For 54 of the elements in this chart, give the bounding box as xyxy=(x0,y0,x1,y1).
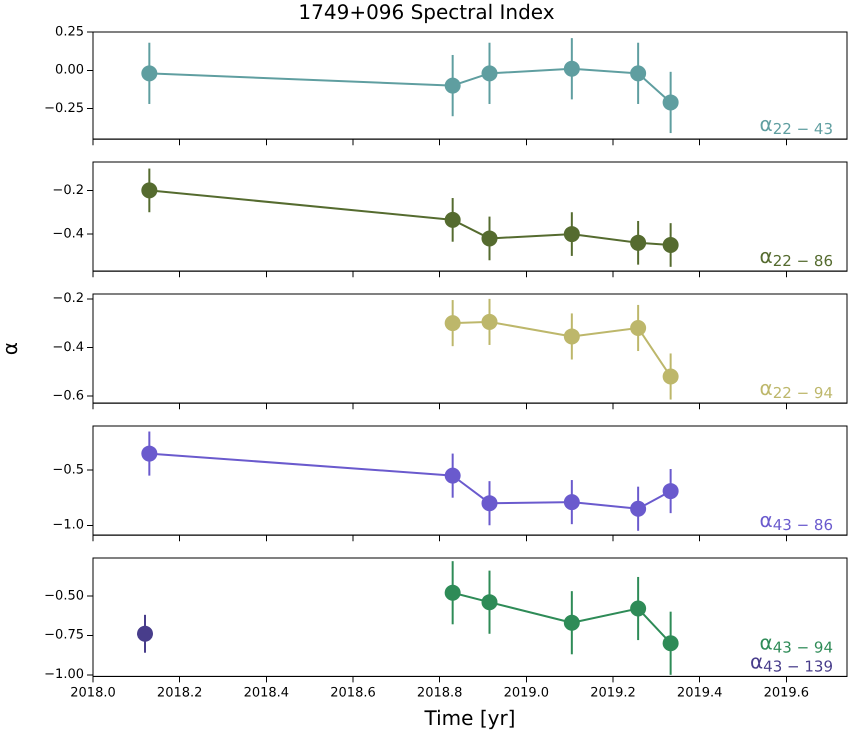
point xyxy=(564,226,580,242)
y-tick-label: −0.5 xyxy=(52,462,84,478)
x-tick-label: 2019.2 xyxy=(590,686,636,701)
x-axis-title: Time [yr] xyxy=(424,706,516,730)
point xyxy=(444,212,461,228)
point xyxy=(662,635,679,652)
point xyxy=(630,320,646,336)
point xyxy=(482,314,498,330)
point xyxy=(141,65,158,82)
point xyxy=(444,468,461,484)
point xyxy=(564,494,580,510)
point xyxy=(564,614,580,631)
point xyxy=(137,626,153,642)
x-tick-label: 2018.8 xyxy=(416,686,462,701)
point xyxy=(564,328,580,344)
point xyxy=(141,182,158,198)
y-tick-label: −0.4 xyxy=(52,226,84,242)
point xyxy=(662,483,679,500)
chart-title: 1749+096 Spectral Index xyxy=(298,0,555,24)
point xyxy=(444,584,461,601)
y-tick-label: −0.2 xyxy=(52,182,84,198)
x-tick-label: 2018.4 xyxy=(244,686,290,701)
point xyxy=(630,600,646,617)
point xyxy=(482,495,498,512)
point xyxy=(482,230,498,246)
point xyxy=(630,234,646,251)
y-tick-label: −0.6 xyxy=(52,388,84,404)
x-tick-label: 2019.4 xyxy=(676,686,722,701)
y-tick-label: −1.00 xyxy=(44,667,84,682)
x-tick-label: 2018.0 xyxy=(70,686,116,701)
point xyxy=(444,315,461,332)
point xyxy=(141,446,158,462)
x-tick-label: 2019.0 xyxy=(504,686,550,701)
x-tick-label: 2019.6 xyxy=(764,686,810,701)
y-axis-title: α xyxy=(0,342,22,356)
point xyxy=(662,236,679,253)
point xyxy=(662,368,679,385)
point xyxy=(482,65,498,82)
y-tick-label: 0.25 xyxy=(55,24,84,40)
point xyxy=(482,594,498,610)
y-tick-label: −0.25 xyxy=(44,100,84,116)
y-tick-label: −0.4 xyxy=(52,340,84,355)
point xyxy=(444,78,461,94)
y-tick-label: −0.75 xyxy=(44,628,84,643)
point xyxy=(630,65,646,82)
y-tick-label: 0.00 xyxy=(55,62,84,78)
point xyxy=(662,94,679,110)
point xyxy=(630,500,646,517)
y-tick-label: −0.2 xyxy=(52,291,84,306)
x-tick-label: 2018.6 xyxy=(330,686,376,701)
y-tick-label: −0.50 xyxy=(44,588,84,604)
y-tick-label: −1.0 xyxy=(52,518,84,533)
x-tick-label: 2018.2 xyxy=(156,686,202,701)
point xyxy=(564,60,580,77)
